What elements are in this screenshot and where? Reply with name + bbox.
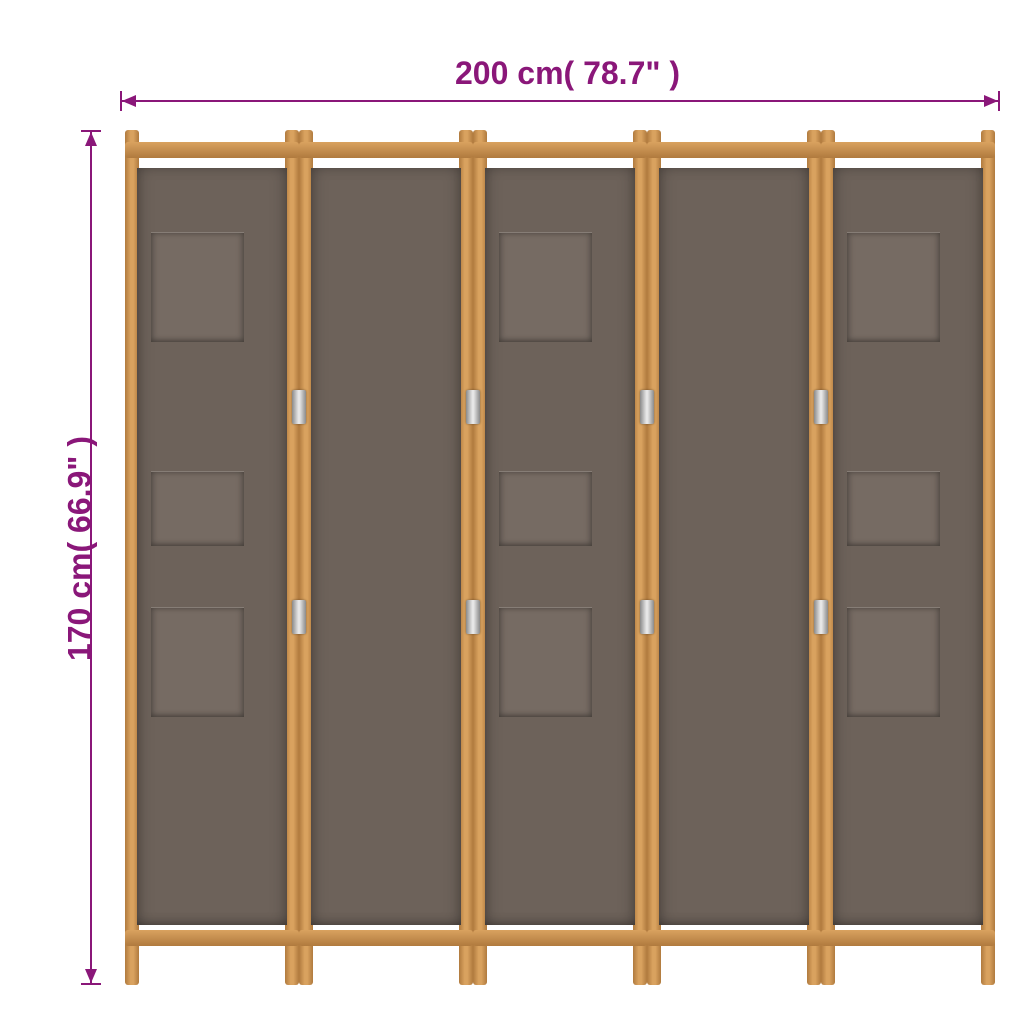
hinge (292, 600, 306, 634)
divider-panel (821, 130, 995, 985)
storage-pocket (499, 232, 592, 342)
divider-panel (647, 130, 821, 985)
storage-pocket (499, 607, 592, 717)
hinge (640, 600, 654, 634)
storage-pocket (847, 471, 940, 547)
arrow-right-icon (984, 95, 998, 107)
frame-rail (299, 930, 473, 946)
hinge (814, 390, 828, 424)
fabric-panel (833, 168, 983, 925)
frame-post (807, 130, 821, 985)
fabric-panel (659, 168, 809, 925)
frame-rail (647, 930, 821, 946)
frame-rail (473, 930, 647, 946)
room-divider (125, 130, 995, 985)
storage-pocket (847, 607, 940, 717)
arrow-down-icon (85, 969, 97, 983)
hinge (292, 390, 306, 424)
frame-rail (299, 142, 473, 158)
frame-post (633, 130, 647, 985)
product-dimension-diagram: { "type": "product-dimension-infographic… (0, 0, 1024, 1024)
frame-post (981, 130, 995, 985)
divider-panel (473, 130, 647, 985)
divider-panel (299, 130, 473, 985)
storage-pocket (499, 471, 592, 547)
hinge (640, 390, 654, 424)
frame-rail (125, 930, 299, 946)
arrow-left-icon (122, 95, 136, 107)
storage-pocket (151, 232, 244, 342)
frame-rail (647, 142, 821, 158)
hinge (814, 600, 828, 634)
frame-rail (473, 142, 647, 158)
frame-rail (821, 930, 995, 946)
width-label: 200 cm( 78.7" ) (455, 55, 680, 92)
fabric-panel (311, 168, 461, 925)
frame-rail (125, 142, 299, 158)
storage-pocket (151, 471, 244, 547)
hinge (466, 390, 480, 424)
width-dimension-line (120, 100, 1000, 102)
frame-rail (821, 142, 995, 158)
frame-post (285, 130, 299, 985)
fabric-panel (485, 168, 635, 925)
frame-post (459, 130, 473, 985)
divider-panel (125, 130, 299, 985)
storage-pocket (847, 232, 940, 342)
hinge (466, 600, 480, 634)
fabric-panel (137, 168, 287, 925)
storage-pocket (151, 607, 244, 717)
arrow-up-icon (85, 132, 97, 146)
height-label: 170 cm( 66.9" ) (62, 419, 99, 679)
